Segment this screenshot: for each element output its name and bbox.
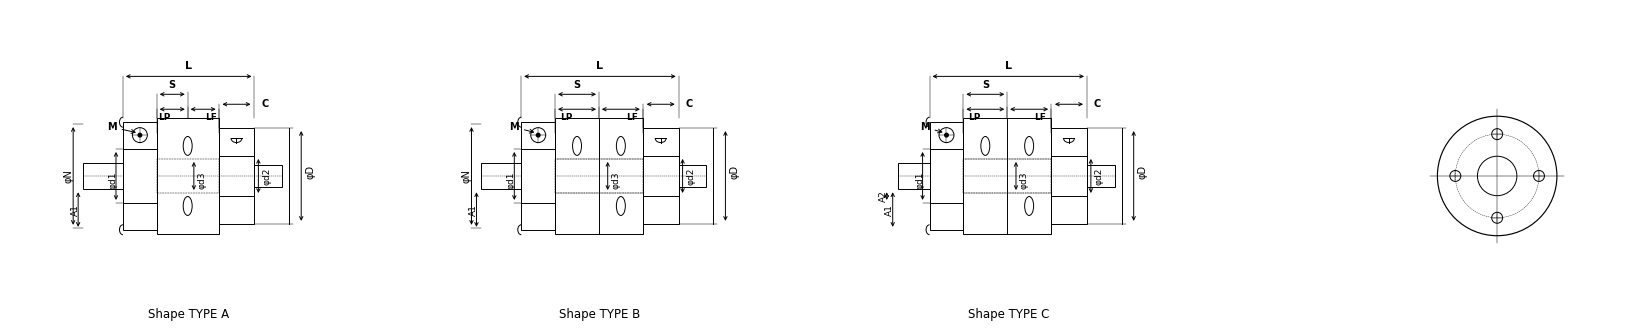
Circle shape — [537, 133, 540, 137]
Bar — [219, 128, 254, 224]
Text: φd2: φd2 — [1095, 167, 1103, 185]
Text: φN: φN — [63, 169, 72, 183]
Bar — [520, 149, 555, 203]
Text: φd3: φd3 — [611, 171, 621, 189]
Bar — [254, 165, 282, 187]
Text: LP: LP — [158, 113, 171, 122]
Text: A2: A2 — [879, 190, 888, 202]
Text: L: L — [596, 61, 603, 71]
Text: φd1: φd1 — [109, 171, 117, 189]
Text: Shape TYPE B: Shape TYPE B — [560, 308, 641, 321]
Text: S: S — [168, 80, 176, 90]
Text: φN: φN — [461, 169, 471, 183]
Text: Shape TYPE A: Shape TYPE A — [148, 308, 229, 321]
Text: S: S — [573, 80, 581, 90]
Bar — [1051, 128, 1087, 224]
Bar — [679, 165, 707, 187]
Bar — [156, 118, 219, 234]
Text: LF: LF — [1034, 113, 1046, 122]
Bar — [555, 118, 642, 234]
Bar — [963, 159, 1051, 193]
Text: LP: LP — [560, 113, 572, 122]
Text: φD: φD — [1138, 165, 1148, 179]
Bar — [642, 128, 679, 224]
Text: φd3: φd3 — [198, 171, 208, 189]
Text: A1: A1 — [71, 204, 79, 215]
Text: φd3: φd3 — [1019, 171, 1029, 189]
Text: C: C — [685, 99, 693, 109]
Text: φD: φD — [305, 165, 315, 179]
Bar — [929, 122, 963, 230]
Bar — [963, 118, 1051, 234]
Text: LF: LF — [204, 113, 217, 122]
Text: S: S — [982, 80, 988, 90]
Bar — [156, 159, 219, 193]
Bar — [82, 163, 124, 189]
Bar — [1087, 165, 1115, 187]
Bar — [219, 156, 254, 196]
Text: A1: A1 — [469, 204, 478, 215]
Text: φD: φD — [730, 165, 740, 179]
Text: φd2: φd2 — [687, 167, 695, 185]
Text: A1: A1 — [884, 204, 894, 215]
Text: M: M — [509, 122, 534, 133]
Text: C: C — [262, 99, 268, 109]
Text: L: L — [1005, 61, 1011, 71]
Text: φd1: φd1 — [507, 171, 516, 189]
Text: LF: LF — [626, 113, 637, 122]
Text: M: M — [107, 122, 135, 133]
Bar — [520, 122, 555, 230]
Circle shape — [945, 133, 949, 137]
Text: M: M — [921, 122, 942, 133]
Bar — [898, 163, 929, 189]
Bar — [555, 159, 642, 193]
Text: Shape TYPE C: Shape TYPE C — [967, 308, 1049, 321]
Bar — [1051, 156, 1087, 196]
Text: L: L — [184, 61, 193, 71]
Circle shape — [138, 133, 142, 137]
Bar — [642, 156, 679, 196]
Bar — [124, 149, 156, 203]
Text: φd2: φd2 — [262, 167, 272, 185]
Bar — [929, 149, 963, 203]
Text: LP: LP — [968, 113, 980, 122]
Bar — [124, 122, 156, 230]
Bar — [481, 163, 520, 189]
Text: C: C — [1094, 99, 1102, 109]
Text: φd1: φd1 — [916, 171, 924, 189]
